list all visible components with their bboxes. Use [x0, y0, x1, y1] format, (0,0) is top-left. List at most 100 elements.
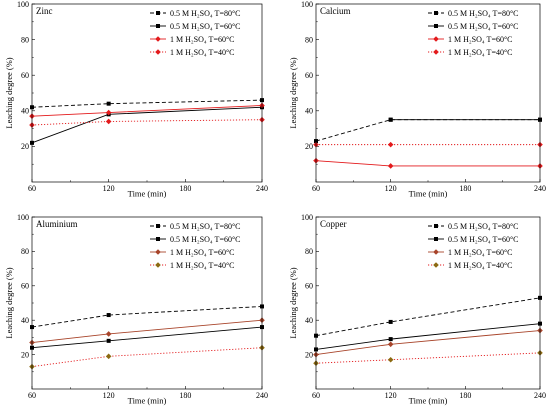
calcium-chart: 60 120 180 240 20 40 60 80 100 Time (min) Leaching… [288, 0, 546, 199]
y-axis-title: Leaching degree (%) [288, 57, 298, 128]
y-tick-label: 20 [305, 142, 313, 151]
data-point [106, 338, 111, 343]
legend-marker [156, 237, 160, 241]
plot-frame [315, 3, 541, 183]
legend-item: 1 M H₂SO₄ T=60°C [428, 35, 512, 44]
copper-chart: 60 120 180 240 20 40 60 80 100 Time (min) Leaching… [288, 213, 546, 406]
y-axis-title: Leaching degree (%) [4, 57, 14, 128]
y-tick-label: 20 [21, 142, 29, 151]
legend-marker [433, 36, 439, 42]
y-tick-label: 100 [301, 0, 313, 9]
x-tick-label: 240 [534, 391, 546, 400]
legend-label: 0.5 M H₂SO₄ T=80°C [448, 222, 518, 231]
legend-item: 0.5 M H₂SO₄ T=80°C [150, 9, 240, 18]
data-point [105, 109, 112, 116]
panel-title: Calcium [320, 6, 351, 16]
legend-item: 0.5 M H₂SO₄ T=80°C [428, 222, 518, 231]
series-line [315, 352, 541, 364]
y-tick-label: 60 [305, 71, 313, 80]
legend-item: 1 M H₂SO₄ T=40°C [150, 261, 234, 270]
data-point [106, 313, 111, 318]
legend-marker [433, 262, 439, 268]
x-tick-label: 180 [179, 391, 191, 400]
aluminium-chart: 60 120 180 240 20 40 60 80 100 Time (min) Leaching… [4, 213, 268, 406]
legend-marker [155, 262, 161, 268]
legend-label: 0.5 M H₂SO₄ T=60°C [170, 235, 240, 244]
x-tick-label: 180 [179, 184, 191, 193]
legend-marker [155, 49, 161, 55]
legend-label: 1 M H₂SO₄ T=40°C [448, 261, 512, 270]
legend-marker [156, 24, 160, 28]
legend-label: 0.5 M H₂SO₄ T=80°C [170, 9, 240, 18]
y-tick-label: 100 [17, 213, 29, 222]
x-axis-title: Time (min) [128, 189, 167, 199]
legend-item: 0.5 M H₂SO₄ T=60°C [150, 22, 240, 31]
y-tick-label: 80 [305, 35, 313, 44]
data-point [387, 356, 394, 363]
legend-label: 0.5 M H₂SO₄ T=60°C [170, 22, 240, 31]
legend-item: 0.5 M H₂SO₄ T=80°C [428, 9, 518, 18]
data-point [387, 163, 394, 169]
plot-frame [31, 3, 263, 183]
panel-title: Copper [320, 219, 347, 229]
legend-marker [434, 224, 438, 228]
data-point [105, 118, 112, 125]
y-tick-label: 100 [301, 213, 313, 222]
legend: 0.5 M H₂SO₄ T=80°C 0.5 M H₂SO₄ T=60°C 1 M … [150, 9, 240, 57]
legend-item: 0.5 M H₂SO₄ T=60°C [428, 22, 518, 31]
legend: 0.5 M H₂SO₄ T=80°C 0.5 M H₂SO₄ T=60°C 1 M … [428, 9, 518, 57]
x-axis-title: Time (min) [409, 396, 448, 406]
legend-item: 1 M H₂SO₄ T=40°C [428, 48, 512, 57]
x-axis-title: Time (min) [128, 396, 167, 406]
x-tick-label: 60 [28, 184, 36, 193]
data-point [387, 141, 394, 148]
y-axis-title: Leaching degree (%) [4, 267, 14, 338]
legend-marker [155, 36, 161, 42]
x-axis-title: Time (min) [409, 189, 448, 199]
x-tick-label: 240 [256, 391, 268, 400]
data-point [106, 101, 111, 106]
series-line [31, 99, 263, 108]
y-tick-label: 20 [305, 350, 313, 359]
y-tick-label: 40 [21, 316, 29, 325]
legend-label: 1 M H₂SO₄ T=60°C [448, 248, 512, 257]
y-tick-label: 20 [21, 350, 29, 359]
legend-item: 1 M H₂SO₄ T=60°C [428, 248, 512, 257]
data-point [105, 353, 112, 360]
legend-marker [156, 11, 160, 15]
data-point [387, 341, 394, 348]
legend-marker [434, 24, 438, 28]
x-tick-label: 120 [385, 184, 397, 193]
y-tick-label: 60 [21, 71, 29, 80]
y-axis-title: Leaching degree (%) [288, 267, 298, 338]
legend-marker [155, 249, 161, 255]
x-tick-label: 240 [256, 184, 268, 193]
y-tick-label: 80 [21, 247, 29, 256]
legend-label: 1 M H₂SO₄ T=60°C [170, 248, 234, 257]
plot-frame [315, 216, 541, 390]
series-2 [29, 102, 265, 119]
x-tick-label: 180 [459, 391, 471, 400]
x-tick-label: 240 [534, 184, 546, 193]
plot-frame [31, 216, 263, 390]
y-tick-label: 100 [17, 0, 29, 9]
y-tick-label: 60 [305, 282, 313, 291]
legend: 0.5 M H₂SO₄ T=80°C 0.5 M H₂SO₄ T=60°C 1 M … [428, 222, 518, 270]
legend-item: 1 M H₂SO₄ T=40°C [428, 261, 512, 270]
legend-item: 1 M H₂SO₄ T=60°C [150, 35, 234, 44]
x-tick-label: 60 [28, 391, 36, 400]
legend-item: 0.5 M H₂SO₄ T=80°C [150, 222, 240, 231]
x-tick-label: 120 [385, 391, 397, 400]
legend-item: 0.5 M H₂SO₄ T=60°C [150, 235, 240, 244]
legend-label: 0.5 M H₂SO₄ T=80°C [448, 9, 518, 18]
data-point [105, 331, 112, 337]
zinc-chart: 60 120 180 240 20 40 60 80 100 Time (min) Leaching… [4, 0, 268, 199]
data-point [388, 319, 393, 324]
y-tick-label: 40 [21, 107, 29, 116]
y-tick-label: 40 [305, 107, 313, 116]
x-tick-label: 120 [103, 184, 115, 193]
legend: 0.5 M H₂SO₄ T=80°C 0.5 M H₂SO₄ T=60°C 1 M … [150, 222, 240, 270]
legend-item: 0.5 M H₂SO₄ T=60°C [428, 235, 518, 244]
